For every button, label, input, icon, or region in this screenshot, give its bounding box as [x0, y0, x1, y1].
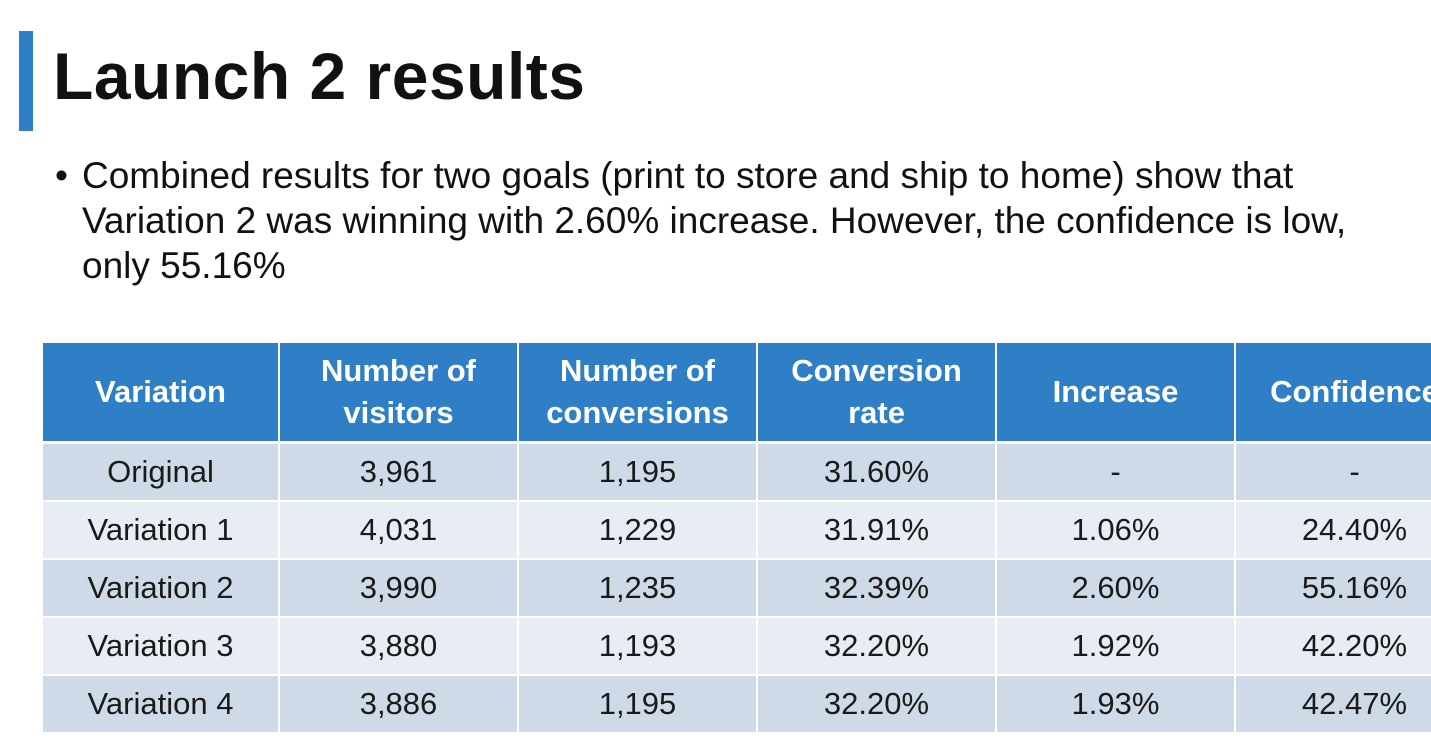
- cell-increase: 1.06%: [996, 501, 1236, 560]
- cell-confidence: 42.20%: [1235, 617, 1431, 676]
- cell-conversions: 1,235: [518, 559, 758, 618]
- bullet-list: • Combined results for two goals (print …: [55, 153, 1395, 288]
- cell-increase: 1.93%: [996, 675, 1236, 734]
- cell-conversion-rate: 32.39%: [757, 559, 997, 618]
- header-increase: Increase: [996, 343, 1236, 444]
- cell-variation: Variation 2: [43, 559, 280, 618]
- header-visitors: Number of visitors: [279, 343, 519, 444]
- cell-increase: 1.92%: [996, 617, 1236, 676]
- header-confidence: Confidence: [1235, 343, 1431, 444]
- cell-confidence: -: [1235, 442, 1431, 502]
- bullet-item: • Combined results for two goals (print …: [55, 153, 1395, 288]
- cell-variation: Variation 3: [43, 617, 280, 676]
- title-accent-bar: [19, 31, 33, 131]
- cell-confidence: 24.40%: [1235, 501, 1431, 560]
- cell-visitors: 3,990: [279, 559, 519, 618]
- table-header-row: Variation Number of visitors Number of c…: [43, 343, 1431, 444]
- cell-conversion-rate: 31.91%: [757, 501, 997, 560]
- table-row: Variation 4 3,886 1,195 32.20% 1.93% 42.…: [43, 675, 1431, 734]
- cell-confidence: 55.16%: [1235, 559, 1431, 618]
- header-conversion-rate: Conversion rate: [757, 343, 997, 444]
- results-table: Variation Number of visitors Number of c…: [43, 343, 1431, 734]
- cell-confidence: 42.47%: [1235, 675, 1431, 734]
- cell-conversion-rate: 31.60%: [757, 442, 997, 502]
- cell-conversion-rate: 32.20%: [757, 675, 997, 734]
- cell-variation: Variation 4: [43, 675, 280, 734]
- cell-increase: -: [996, 442, 1236, 502]
- header-conversions: Number of conversions: [518, 343, 758, 444]
- cell-visitors: 3,886: [279, 675, 519, 734]
- cell-conversions: 1,229: [518, 501, 758, 560]
- bullet-text: Combined results for two goals (print to…: [82, 155, 1347, 286]
- table-row: Original 3,961 1,195 31.60% - -: [43, 442, 1431, 502]
- cell-visitors: 4,031: [279, 501, 519, 560]
- table-row: Variation 2 3,990 1,235 32.39% 2.60% 55.…: [43, 559, 1431, 618]
- cell-conversions: 1,195: [518, 442, 758, 502]
- cell-conversion-rate: 32.20%: [757, 617, 997, 676]
- cell-conversions: 1,195: [518, 675, 758, 734]
- table-row: Variation 1 4,031 1,229 31.91% 1.06% 24.…: [43, 501, 1431, 560]
- table-row: Variation 3 3,880 1,193 32.20% 1.92% 42.…: [43, 617, 1431, 676]
- cell-variation: Original: [43, 442, 280, 502]
- bullet-dot-icon: •: [55, 155, 68, 196]
- slide-title: Launch 2 results: [53, 39, 586, 113]
- cell-visitors: 3,880: [279, 617, 519, 676]
- cell-visitors: 3,961: [279, 442, 519, 502]
- header-variation: Variation: [43, 343, 280, 444]
- cell-increase: 2.60%: [996, 559, 1236, 618]
- cell-conversions: 1,193: [518, 617, 758, 676]
- cell-variation: Variation 1: [43, 501, 280, 560]
